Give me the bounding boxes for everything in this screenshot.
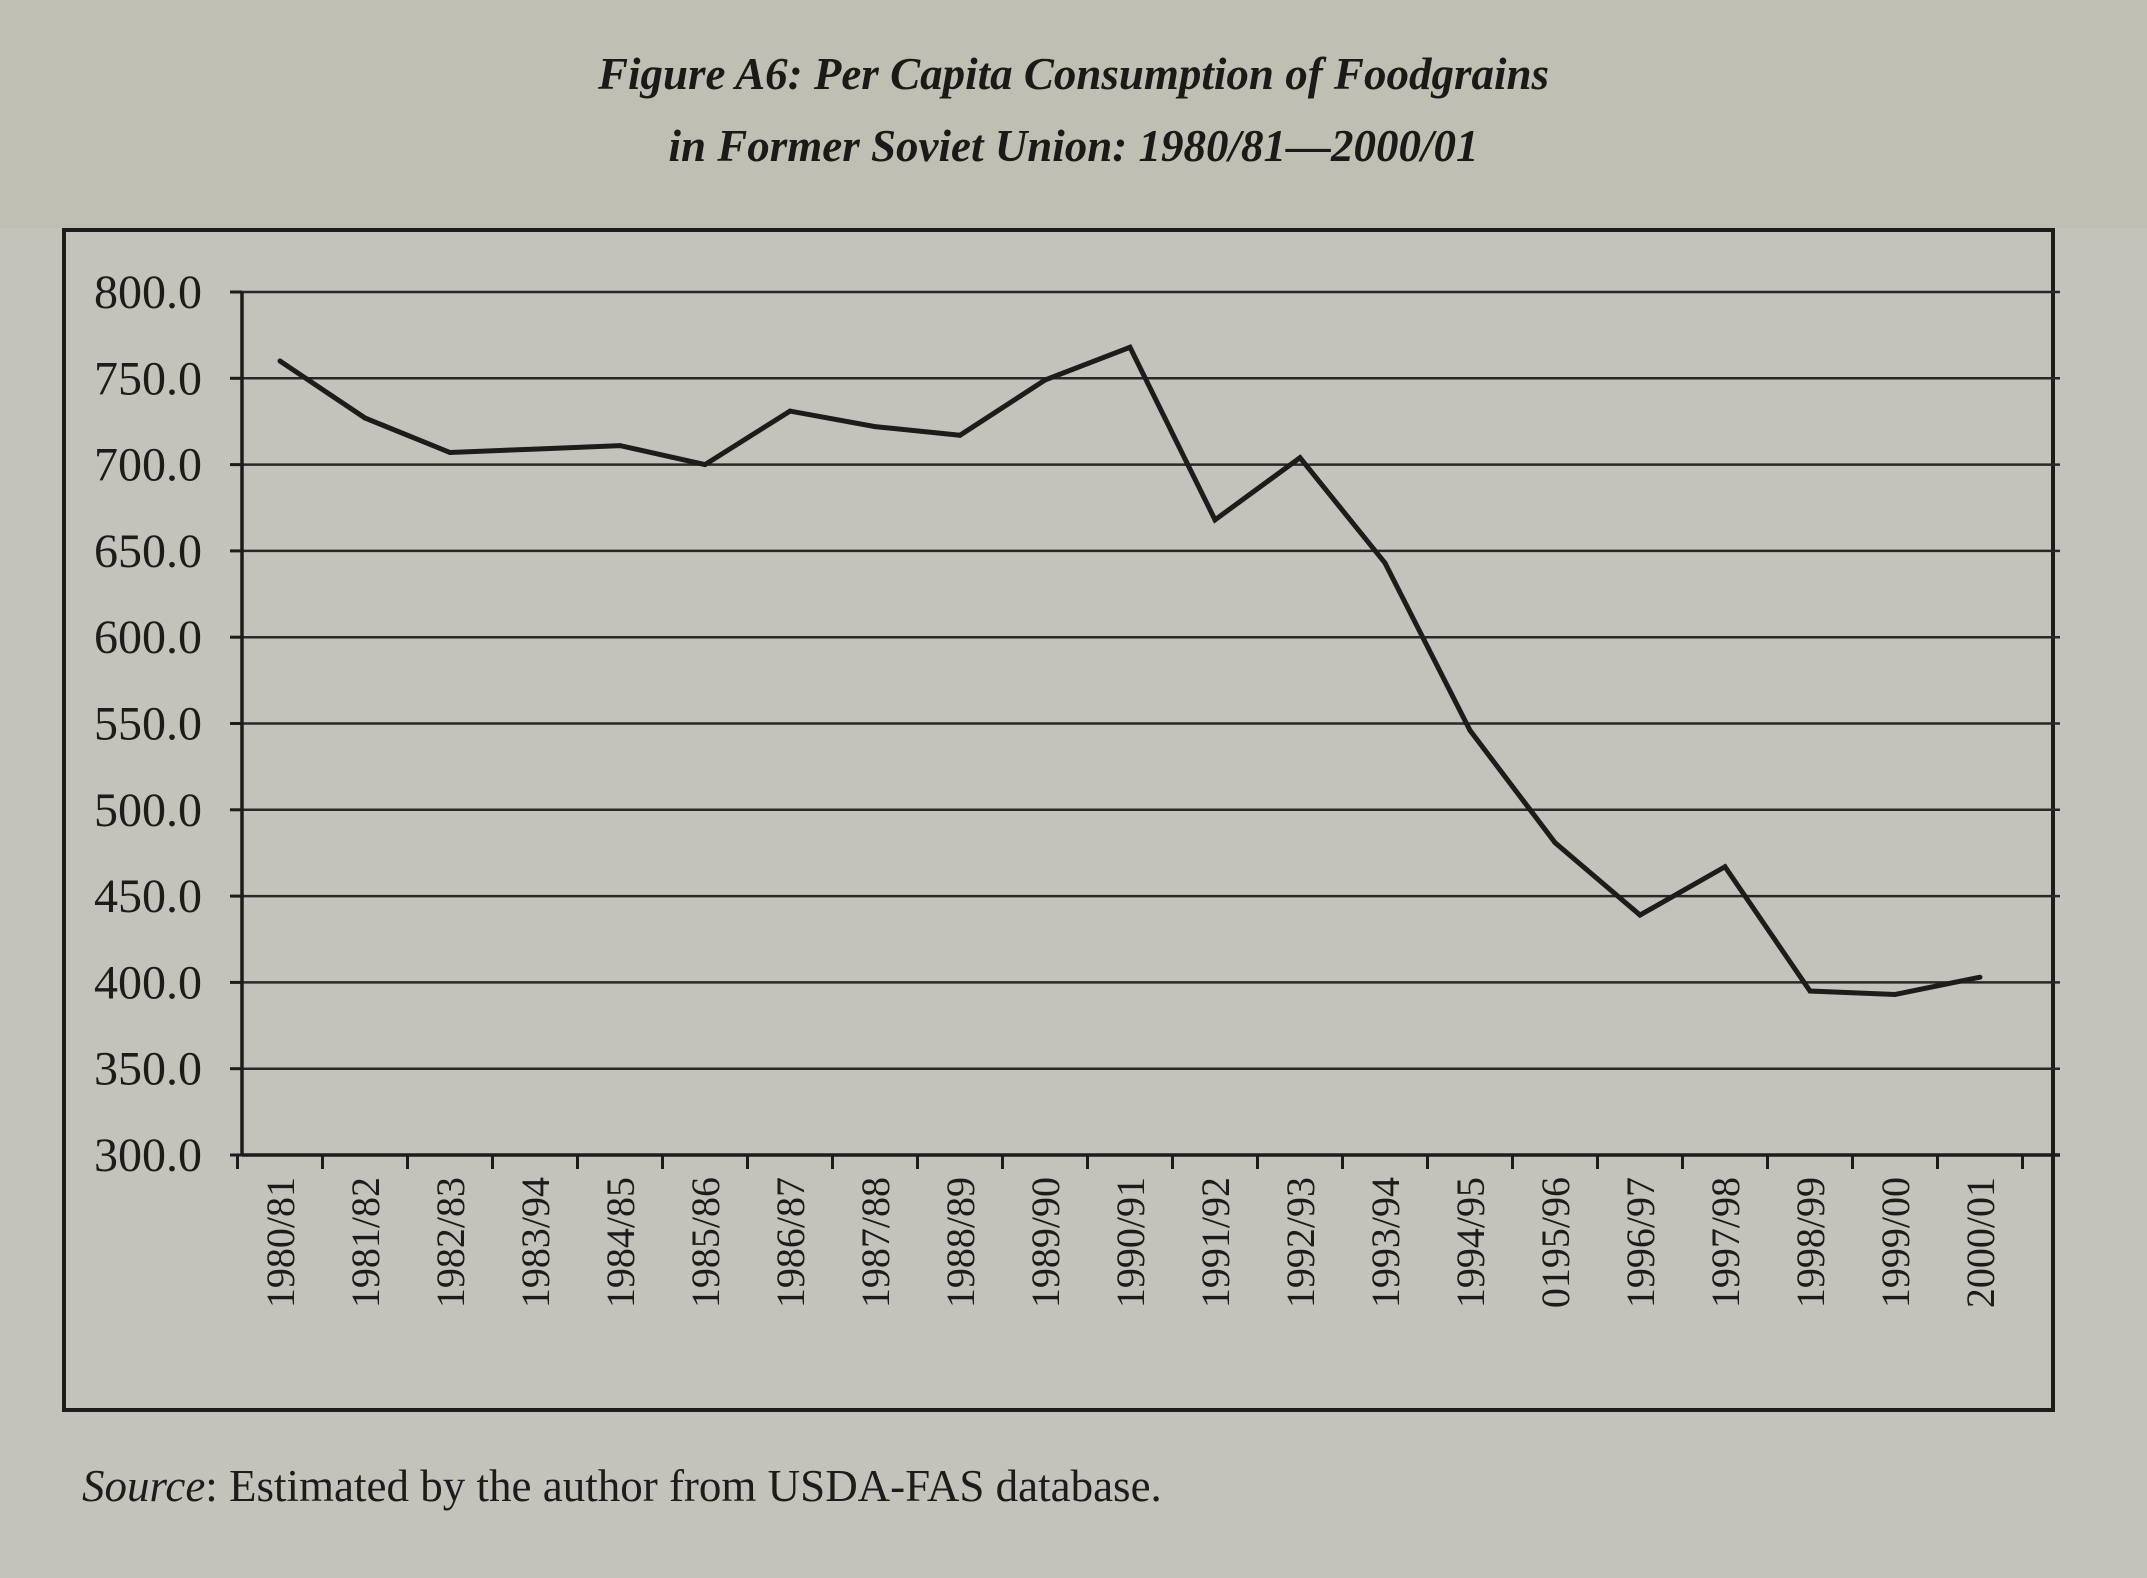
x-tick-label: 1991/92: [1193, 1177, 1238, 1308]
data-point: [1637, 912, 1643, 918]
x-tick-label: 1985/86: [683, 1177, 728, 1308]
x-axis-ticks: 1980/81 1981/82 1982/83 1983/94 1984/85 1985/…: [258, 1177, 2003, 1308]
x-tick-label: 1984/85: [598, 1177, 643, 1308]
x-tick-label: 1993/94: [1363, 1177, 1408, 1308]
data-point: [1467, 727, 1473, 733]
data-point: [1892, 991, 1898, 997]
data-point: [702, 462, 708, 468]
x-tick-label: 1997/98: [1703, 1177, 1748, 1308]
y-axis-ticks: 800.0 750.0 700.0 650.0 600.0 550.0 500.0 450.0…: [94, 266, 202, 1182]
data-point: [1382, 560, 1388, 566]
data-point: [1807, 988, 1813, 994]
data-point: [1977, 974, 1983, 980]
source-note: Source: Estimated by the author from USD…: [82, 1460, 1162, 1512]
source-text: : Estimated by the author from USDA-FAS …: [205, 1461, 1162, 1511]
axes: [230, 290, 2060, 1169]
y-tick-label: 400.0: [94, 956, 202, 1009]
data-point: [1042, 377, 1048, 383]
chart-frame: [62, 228, 2055, 1412]
figure-title-line-2: in Former Soviet Union: 1980/81—2000/01: [668, 121, 1479, 171]
x-tick-label: 2000/01: [1958, 1177, 2003, 1308]
data-point: [1722, 864, 1728, 870]
y-tick-label: 650.0: [94, 525, 202, 578]
x-tick-label: 0195/96: [1533, 1177, 1578, 1308]
source-label: Source: [82, 1461, 206, 1511]
data-point: [1552, 840, 1558, 846]
x-tick-label: 1990/91: [1108, 1177, 1153, 1308]
data-point: [617, 443, 623, 449]
x-tick-label: 1999/00: [1873, 1177, 1918, 1308]
x-tick-label: 1987/88: [853, 1177, 898, 1308]
series: [277, 344, 1983, 997]
x-tick-label: 1996/97: [1618, 1177, 1663, 1308]
figure-title-line-1: Figure A6: Per Capita Consumption of Foo…: [597, 49, 1550, 99]
x-tick-label: 1981/82: [343, 1177, 388, 1308]
series-line: [278, 344, 1981, 997]
data-point: [1127, 344, 1133, 350]
y-tick-label: 750.0: [94, 352, 202, 405]
grid-lines: [242, 290, 2060, 1070]
data-point: [872, 424, 878, 430]
x-tick-label: 1988/89: [938, 1177, 983, 1308]
page-lower-area: [0, 228, 2147, 1578]
figure-title: Figure A6: Per Capita Consumption of Foo…: [0, 38, 2147, 182]
y-tick-label: 600.0: [94, 611, 202, 664]
data-point: [787, 408, 793, 414]
y-tick-label: 350.0: [94, 1043, 202, 1096]
x-tick-label: 1986/87: [768, 1177, 813, 1308]
data-point: [277, 358, 283, 364]
data-point: [532, 446, 538, 452]
data-point: [362, 415, 368, 421]
x-tick-label: 1982/83: [428, 1177, 473, 1308]
x-tick-label: 1994/95: [1448, 1177, 1493, 1308]
data-point: [1212, 517, 1218, 523]
page-top-area: [0, 0, 2147, 230]
x-tick-label: 1983/94: [513, 1177, 558, 1308]
x-tick-label: 1998/99: [1788, 1177, 1833, 1308]
data-point: [1297, 455, 1303, 461]
y-tick-label: 500.0: [94, 784, 202, 837]
y-tick-label: 700.0: [94, 439, 202, 492]
data-point: [957, 432, 963, 438]
y-tick-label: 800.0: [94, 266, 202, 319]
x-tick-label: 1992/93: [1278, 1177, 1323, 1308]
y-tick-label: 300.0: [94, 1129, 202, 1182]
y-tick-label: 550.0: [94, 698, 202, 751]
data-point: [447, 450, 453, 456]
x-tick-label: 1980/81: [258, 1177, 303, 1308]
x-tick-label: 1989/90: [1023, 1177, 1068, 1308]
y-tick-label: 450.0: [94, 870, 202, 923]
